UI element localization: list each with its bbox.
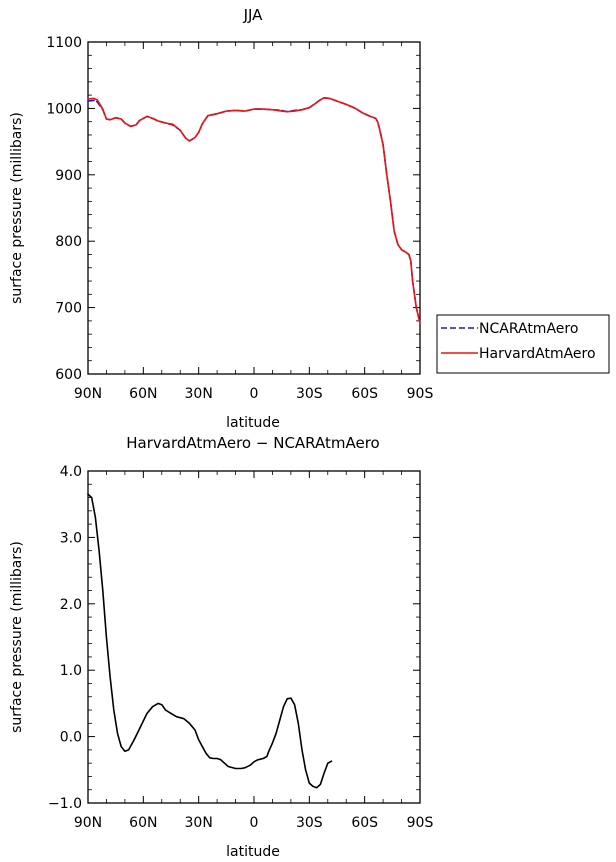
bottom-x-tick-label: 60N [129,815,157,831]
top-x-tick-label: 90N [74,386,102,402]
bottom-y-tick-label: 4.0 [60,464,82,480]
top-x-tick-label: 30S [296,386,323,402]
top-series-line-ncaratmaero [87,97,421,324]
top-x-tick-label: 30N [185,386,213,402]
bottom-panel: HarvardAtmAero − NCARAtmAero −1.0 0.0 1.0 2… [9,434,433,860]
bottom-x-axis-label: latitude [226,844,280,860]
bottom-x-tick-label: 90N [74,815,102,831]
bottom-x-tick-label: 0 [250,815,259,831]
legend-label-harvardatmaero: HarvardAtmAero [479,346,596,362]
top-panel: JJA 600 700 800 900 1000 1100 90N 60N 30N 0 30S 60… [9,6,433,431]
bottom-plot-area [87,493,333,789]
bottom-series-line-difference [87,493,333,789]
bottom-y-tick-label: 3.0 [60,530,82,546]
bottom-x-tick-label: 60S [351,815,378,831]
top-y-axis: 600 700 800 900 1000 1100 [46,35,420,383]
top-plot-frame [87,41,421,375]
top-y-tick-label: 1100 [46,35,82,51]
top-x-tick-label: 60N [129,386,157,402]
bottom-x-axis: 90N 60N 30N 0 30S 60S 90S [74,471,434,831]
bottom-y-tick-label: 2.0 [60,597,82,613]
bottom-x-tick-label: 30N [185,815,213,831]
top-plot-area [87,97,421,325]
legend: NCARAtmAero HarvardAtmAero [436,314,610,374]
top-x-axis-label: latitude [226,415,280,431]
bottom-x-tick-label: 90S [407,815,434,831]
top-series-line-harvardatmaero [87,97,421,325]
top-y-tick-label: 600 [55,367,82,383]
bottom-y-tick-label: 1.0 [60,663,82,679]
legend-label-ncaratmaero: NCARAtmAero [479,321,578,337]
top-x-tick-label: 0 [250,386,259,402]
bottom-x-tick-label: 30S [296,815,323,831]
legend-box [436,314,610,374]
bottom-y-tick-label: −1.0 [48,796,82,812]
top-y-axis-label: surface pressure (millibars) [9,112,25,304]
top-x-tick-label: 90S [407,386,434,402]
bottom-y-tick-label: 0.0 [60,730,82,746]
top-y-tick-label: 800 [55,234,82,250]
bottom-y-axis-label: surface pressure (millibars) [9,541,25,733]
top-y-tick-label: 900 [55,168,82,184]
top-y-tick-label: 1000 [46,101,82,117]
bottom-y-axis: −1.0 0.0 1.0 2.0 3.0 4.0 [48,464,420,812]
top-x-axis: 90N 60N 30N 0 30S 60S 90S [74,42,434,402]
top-chart-title: JJA [243,6,264,24]
bottom-plot-frame [87,470,421,804]
top-x-tick-label: 60S [351,386,378,402]
bottom-chart-title: HarvardAtmAero − NCARAtmAero [126,434,379,452]
top-y-tick-label: 700 [55,301,82,317]
